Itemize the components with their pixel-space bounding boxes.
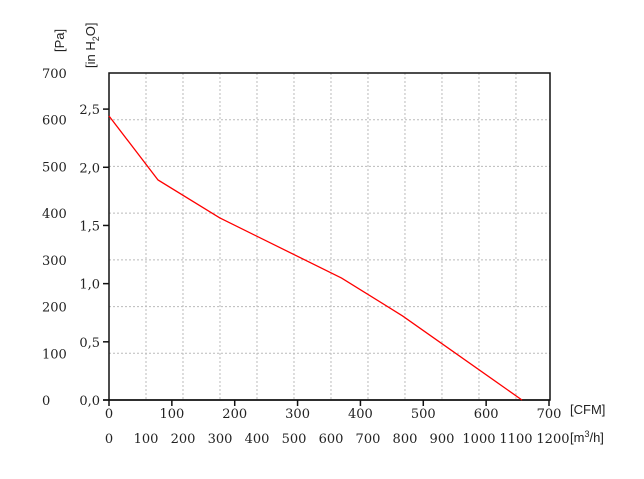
x-tick-label-m3h: 0 [105, 432, 113, 447]
x-tick-label-cfm: 400 [348, 407, 373, 422]
grid [109, 73, 550, 400]
x-tick-label-m3h: 500 [282, 432, 307, 447]
x-tick-label-m3h: 400 [245, 432, 270, 447]
y-unit-pa: [Pa] [52, 29, 67, 52]
y-tick-label-pa: 200 [42, 301, 67, 316]
axes: 0 100 200 300 400 500 600 700 800 900 1000 1100 1200… [42, 67, 570, 447]
x-tick-label-cfm: 100 [159, 407, 184, 422]
plot-frame [108, 72, 551, 401]
x-tick-label-m3h: 200 [171, 432, 196, 447]
x-tick-label-cfm: 300 [285, 407, 310, 422]
x-unit-cfm: [CFM] [570, 402, 605, 417]
y-tick-label-inh2o: 0,5 [79, 336, 100, 351]
x-tick-label-m3h: 700 [356, 432, 381, 447]
y-tick-label-pa: 700 [42, 67, 67, 82]
y-tick-label-pa: 0 [42, 394, 50, 409]
series [108, 115, 523, 401]
y-tick-label-pa: 600 [42, 114, 67, 129]
x-tick-label-m3h: 300 [208, 432, 233, 447]
x-tick-label-cfm: 200 [222, 407, 247, 422]
y-unit-inh2o: [in H2O] [83, 23, 101, 68]
y-tick-label-pa: 100 [42, 347, 67, 362]
x-tick-label-cfm: 500 [411, 407, 436, 422]
x-unit-m3h: [m3/h] [570, 429, 604, 445]
x-tick-label-m3h: 100 [134, 432, 159, 447]
x-tick-label-m3h: 900 [430, 432, 455, 447]
x-tick-label-m3h: 1200 [536, 432, 569, 447]
y-tick-label-inh2o: 1,5 [79, 219, 100, 234]
y-tick-label-pa: 300 [42, 254, 67, 269]
performance-curve [108, 115, 523, 401]
x-tick-label-m3h: 1100 [499, 432, 532, 447]
y-tick-label-pa: 400 [42, 207, 67, 222]
x-tick-label-cfm: 0 [105, 407, 113, 422]
y-tick-label-inh2o: 2,5 [79, 103, 100, 118]
y-tick-label-inh2o: 1,0 [79, 278, 100, 293]
x-tick-label-cfm: 700 [537, 407, 562, 422]
y-tick-label-inh2o: 0,0 [79, 394, 100, 409]
x-tick-label-m3h: 800 [393, 432, 418, 447]
y-tick-label-pa: 500 [42, 160, 67, 175]
x-tick-label-m3h: 600 [319, 432, 344, 447]
x-tick-label-m3h: 1000 [462, 432, 495, 447]
y-tick-label-inh2o: 2,0 [79, 161, 100, 176]
x-tick-label-cfm: 600 [474, 407, 499, 422]
